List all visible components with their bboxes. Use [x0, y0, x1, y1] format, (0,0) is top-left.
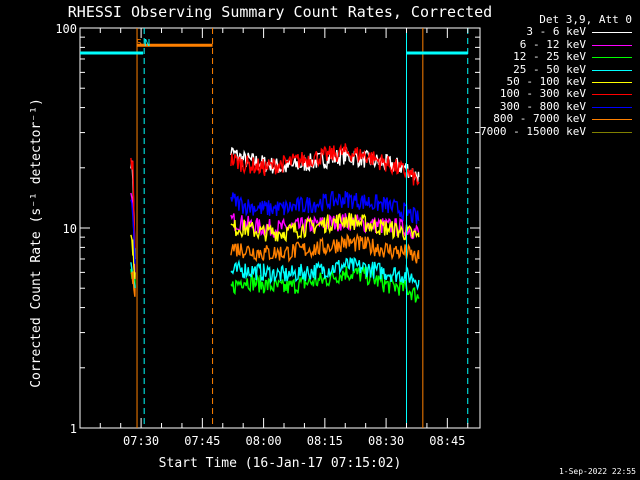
chart-title: RHESSI Observing Summary Count Rates, Co… [68, 3, 492, 21]
series-12-25-kev [130, 265, 420, 303]
y-tick-label: 100 [55, 22, 77, 36]
series-trace [230, 256, 420, 291]
y-tick-label: 10 [63, 222, 77, 236]
series-trace [230, 232, 420, 264]
legend-label: 6 - 12 keV [519, 37, 586, 51]
legend-swatch [592, 94, 632, 96]
series-300-800-kev [130, 190, 420, 264]
series-trace [230, 212, 420, 243]
legend-entry: 50 - 100 keV [480, 75, 632, 89]
legend-swatch [592, 119, 632, 121]
series-trace [130, 271, 136, 297]
legend-label: 12 - 25 keV [513, 50, 586, 64]
legend-entry: 6 - 12 keV [480, 37, 632, 51]
axis-layer: 1 10 100 07:30 07:45 08:00 08:15 08:30 08:45 [55, 22, 480, 448]
legend-label: 100 - 300 keV [499, 87, 586, 101]
legend-swatch [592, 57, 632, 59]
legend-entry: 100 - 300 keV [480, 88, 632, 100]
legend-label: 50 - 100 keV [506, 75, 586, 89]
legend-items: 3 - 6 keV 6 - 12 keV 12 - 25 keV 25 - 50 ke… [480, 26, 632, 138]
x-tick-label: 07:45 [184, 434, 220, 448]
y-axis-label: Corrected Count Rate (s⁻¹ detector⁻¹) [29, 98, 44, 388]
x-tick-label: 07:30 [123, 434, 159, 448]
series-trace [230, 143, 420, 186]
series-50-100-kev [130, 212, 420, 279]
legend-label: 800 - 7000 keV [493, 112, 586, 126]
legend-swatch [592, 32, 632, 34]
legend-swatch [592, 69, 632, 71]
generation-timestamp: 1-Sep-2022 22:55 [558, 467, 636, 476]
legend-entry: 12 - 25 keV [480, 51, 632, 63]
legend-entry: 800 - 7000 keV [480, 113, 632, 125]
series-trace [130, 234, 136, 279]
x-tick-label: 08:00 [246, 434, 282, 448]
series-trace [130, 199, 136, 264]
legend-label: 7000 - 15000 keV [480, 124, 586, 138]
legend-entry: 300 - 800 keV [480, 99, 632, 113]
series-trace [230, 190, 420, 225]
x-tick-label: 08:15 [307, 434, 343, 448]
legend: Det 3,9, Att 0 3 - 6 keV 6 - 12 keV 12 - 2… [480, 13, 632, 138]
plot-area [79, 27, 481, 429]
x-tick-label: 08:45 [429, 434, 465, 448]
legend-entry: 3 - 6 keV [480, 26, 632, 38]
plot-frame [79, 27, 481, 429]
annotation-n: N [144, 38, 150, 49]
x-tick-label: 08:30 [368, 434, 404, 448]
legend-swatch [592, 44, 632, 46]
y-tick-label: 1 [70, 422, 77, 436]
legend-entry: 25 - 50 keV [480, 62, 632, 76]
series-800-7000-kev [130, 232, 420, 297]
legend-label: 300 - 800 keV [499, 99, 586, 113]
legend-entry: 7000 - 15000 keV [480, 124, 632, 138]
legend-title: Det 3,9, Att 0 [539, 13, 632, 26]
legend-swatch [592, 106, 632, 108]
x-axis-label: Start Time (16-Jan-17 07:15:02) [159, 456, 402, 471]
legend-swatch [592, 82, 632, 84]
series-layer [130, 143, 420, 303]
annotation-s: S [136, 38, 142, 49]
legend-label: 25 - 50 keV [513, 62, 586, 76]
legend-label: 3 - 6 keV [526, 25, 586, 39]
legend-swatch [592, 131, 632, 133]
